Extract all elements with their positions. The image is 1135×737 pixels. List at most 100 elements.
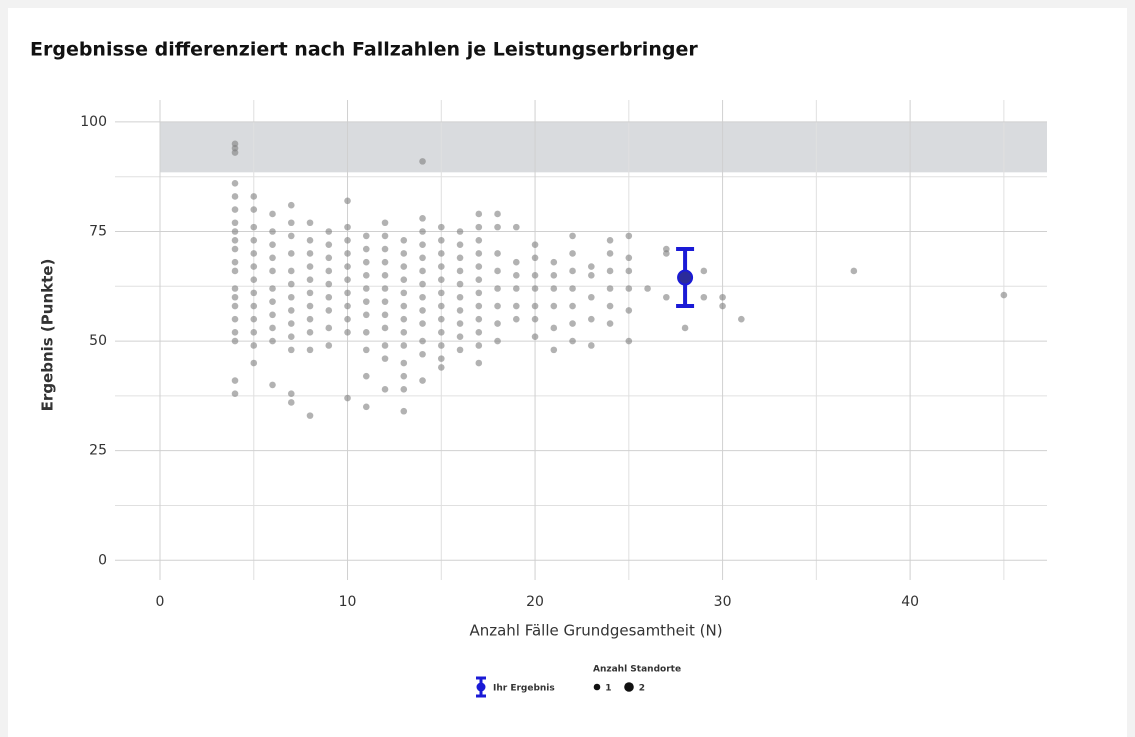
point (231, 179, 239, 187)
point (400, 236, 408, 244)
point (287, 280, 295, 288)
point (306, 329, 314, 336)
point (362, 245, 370, 253)
point (400, 329, 408, 336)
legend-size (593, 683, 601, 691)
point (344, 223, 351, 231)
point (550, 302, 558, 310)
point (231, 236, 239, 244)
point (588, 342, 595, 349)
point (419, 254, 426, 262)
point (419, 280, 426, 288)
point (663, 250, 670, 257)
point (456, 280, 464, 288)
point (437, 355, 445, 362)
point (269, 381, 276, 389)
point (625, 232, 633, 240)
point (494, 223, 501, 231)
point (381, 285, 389, 292)
point (400, 250, 408, 257)
point (475, 302, 483, 310)
point (719, 302, 726, 310)
point (231, 193, 239, 200)
point (231, 245, 239, 253)
legend-title: Anzahl Standorte (593, 665, 681, 675)
point (269, 228, 276, 235)
x-tick-label: 10 (339, 594, 357, 610)
point (456, 346, 464, 354)
point (381, 311, 389, 319)
point (456, 254, 464, 262)
point (437, 289, 445, 297)
point (344, 276, 351, 284)
point (287, 333, 295, 341)
point (419, 228, 426, 235)
y-tick-label: 75 (89, 224, 107, 240)
point (287, 232, 295, 240)
point (306, 276, 314, 284)
point (437, 342, 445, 349)
point (287, 307, 295, 314)
point (381, 386, 389, 393)
point (475, 289, 483, 297)
point (456, 293, 464, 301)
legend-label: Ihr Ergebnis (493, 684, 555, 694)
point (475, 359, 483, 367)
point (231, 293, 239, 301)
point (325, 228, 333, 235)
point (437, 276, 445, 284)
point (437, 315, 445, 323)
point (287, 267, 295, 275)
point (287, 201, 295, 209)
point (719, 293, 726, 301)
point (644, 285, 651, 292)
point (381, 298, 389, 305)
x-tick-label: 20 (526, 594, 544, 610)
point (362, 346, 370, 354)
point (344, 197, 351, 205)
point (606, 250, 614, 257)
point (606, 302, 614, 310)
x-tick-label: 30 (714, 594, 732, 610)
point (306, 412, 314, 419)
point (606, 285, 614, 292)
point (419, 307, 426, 314)
point (231, 315, 239, 323)
y-tick-label: 50 (89, 333, 107, 349)
point (381, 272, 389, 279)
point (588, 293, 595, 301)
legend-size-label: 2 (639, 684, 645, 694)
point (250, 206, 258, 213)
point (231, 329, 239, 336)
point (362, 311, 370, 319)
point (344, 315, 351, 323)
point (419, 241, 426, 248)
point (456, 228, 464, 235)
point (269, 311, 276, 319)
point (475, 276, 483, 284)
point (362, 372, 370, 380)
point (475, 210, 483, 218)
point (419, 293, 426, 301)
point (494, 285, 501, 292)
legend-size (624, 682, 634, 692)
point (437, 250, 445, 257)
point (588, 315, 595, 323)
point (437, 364, 445, 371)
point (325, 267, 333, 275)
point (475, 223, 483, 231)
point (344, 302, 351, 310)
point (569, 337, 576, 345)
point (250, 329, 258, 336)
point (362, 403, 370, 411)
point (663, 293, 670, 301)
point (588, 263, 595, 270)
point (362, 258, 370, 266)
point (325, 280, 333, 288)
point (494, 320, 501, 327)
point (344, 236, 351, 244)
point (381, 324, 389, 332)
point (250, 223, 258, 231)
x-axis-label: Anzahl Fälle Grundgesamtheit (N) (469, 622, 722, 640)
point (419, 267, 426, 275)
